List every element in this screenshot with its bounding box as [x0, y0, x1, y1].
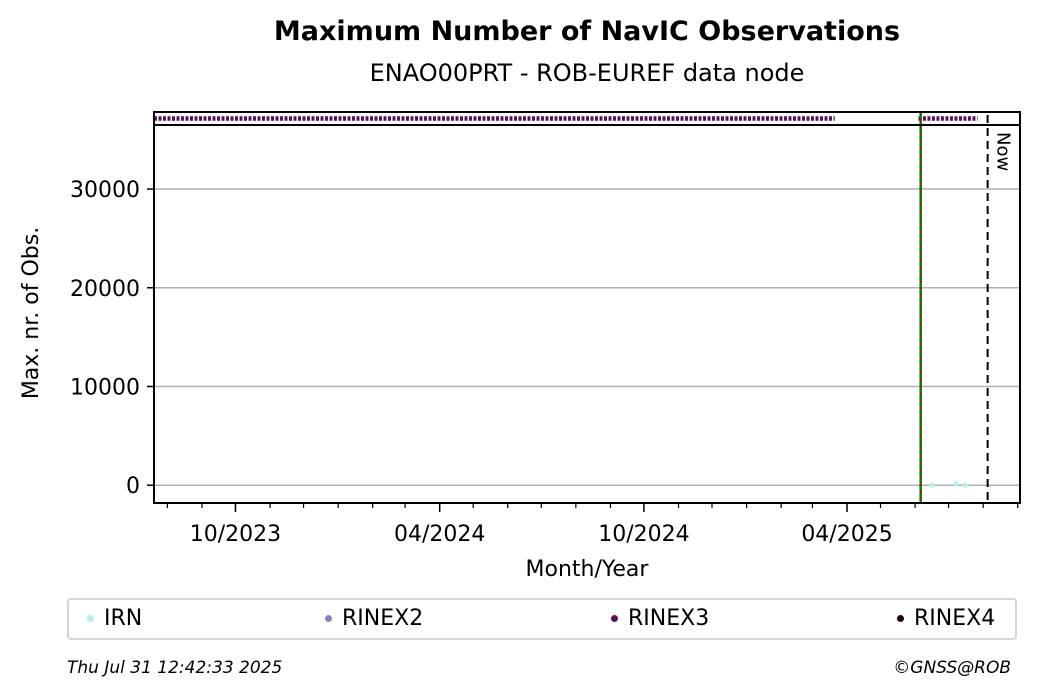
legend-item-rinex4: RINEX4 — [897, 606, 995, 631]
x-tick-label: 04/2025 — [801, 522, 892, 547]
y-tick-label: 20000 — [70, 277, 140, 302]
y-tick-label: 0 — [126, 474, 140, 499]
x-tick-label: 10/2024 — [598, 522, 689, 547]
x-axis-label: Month/Year — [526, 557, 650, 582]
x-tick-label: 04/2024 — [394, 522, 485, 547]
legend-marker-irn — [87, 615, 94, 622]
y-tick-label: 30000 — [70, 178, 140, 203]
legend-label-rinex4: RINEX4 — [914, 606, 996, 631]
footer-copyright: ©GNSS@ROB — [893, 658, 1011, 678]
legend-item-rinex3: RINEX3 — [611, 606, 709, 631]
legend-label-rinex3: RINEX3 — [628, 606, 710, 631]
legend-item-rinex2: RINEX2 — [325, 606, 423, 631]
y-axis-label: Max. nr. of Obs. — [19, 227, 44, 399]
y-tick-label: 10000 — [70, 375, 140, 400]
irn-data-point — [929, 482, 935, 488]
footer-timestamp: Thu Jul 31 12:42:33 2025 — [67, 658, 283, 678]
legend-item-irn: IRN — [87, 606, 142, 631]
legend-marker-rinex4 — [897, 615, 904, 622]
legend-marker-rinex2 — [325, 615, 332, 622]
legend-label-irn: IRN — [104, 606, 143, 631]
irn-data-point — [953, 481, 959, 487]
x-tick-label: 10/2023 — [190, 522, 281, 547]
chart-title: Maximum Number of NavIC Observations — [273, 16, 901, 47]
legend: IRN RINEX2 RINEX3 RINEX4 — [67, 598, 1017, 640]
plot-frame — [153, 111, 1021, 504]
chart-subtitle: ENAO00PRT - ROB-EUREF data node — [369, 59, 805, 87]
now-marker-label: Now — [993, 132, 1014, 171]
legend-label-rinex2: RINEX2 — [342, 606, 424, 631]
legend-marker-rinex3 — [611, 615, 618, 622]
irn-data-point — [962, 482, 968, 488]
